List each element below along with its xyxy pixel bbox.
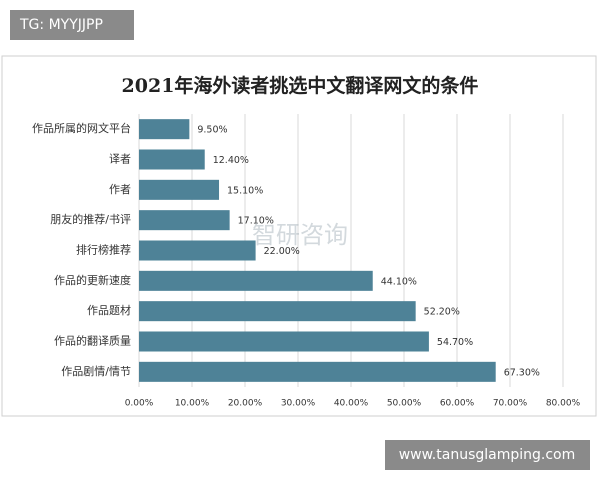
value-label: 22.00% — [264, 246, 300, 257]
x-tick-label: 30.00% — [281, 399, 316, 409]
value-label: 17.10% — [238, 216, 274, 227]
bar — [139, 179, 220, 200]
x-tick-label: 50.00% — [387, 399, 422, 409]
value-label: 52.20% — [424, 307, 460, 318]
value-label: 15.10% — [227, 185, 263, 196]
value-label: 67.30% — [504, 367, 540, 378]
plot-area: 0.00% 10.00% 20.00% 30.00% 40.00% 50.00% 60.00… — [32, 114, 581, 409]
value-label: 44.10% — [381, 276, 417, 287]
x-tick-label: 60.00% — [440, 399, 475, 409]
value-label: 54.70% — [437, 337, 473, 348]
y-tick-label: 译者 — [109, 153, 131, 166]
badge-bottom-bg — [385, 440, 590, 470]
bar — [139, 119, 190, 140]
y-tick-label: 作品的更新速度 — [54, 273, 131, 287]
bar — [139, 240, 256, 261]
badge-top-bg — [10, 10, 134, 40]
value-label: 9.50% — [197, 125, 227, 136]
y-tick-label: 作品剧情/情节 — [61, 365, 131, 378]
x-tick-label: 40.00% — [334, 399, 369, 409]
chart-frame — [1, 55, 597, 417]
bar — [139, 331, 429, 352]
x-tick-label: 70.00% — [493, 399, 528, 409]
x-tick-label: 20.00% — [228, 399, 263, 409]
x-tick-label: 10.00% — [175, 399, 210, 409]
y-tick-label: 作品题材 — [87, 303, 131, 317]
badge-bottom: www.tanusglamping.com — [399, 447, 576, 463]
y-tick-label: 作者 — [109, 183, 131, 196]
x-tick-label: 0.00% — [125, 399, 154, 409]
bar — [139, 270, 373, 291]
y-tick-label: 作品的翻译质量 — [54, 334, 131, 348]
chart-title: 2021年海外读者挑选中文翻译网文的条件 — [122, 74, 479, 97]
watermark: 智研咨询 — [252, 221, 348, 249]
bar — [139, 210, 230, 231]
x-tick-label: 80.00% — [546, 399, 581, 409]
value-label: 12.40% — [213, 155, 249, 166]
badge-top: TG: MYYJJPP — [19, 17, 103, 33]
bar — [139, 149, 205, 170]
bar — [139, 301, 416, 322]
y-tick-label: 排行榜推荐 — [76, 243, 131, 257]
bar — [139, 361, 496, 382]
y-tick-label: 作品所属的网文平台 — [32, 121, 131, 135]
y-tick-label: 朋友的推荐/书评 — [50, 212, 131, 226]
